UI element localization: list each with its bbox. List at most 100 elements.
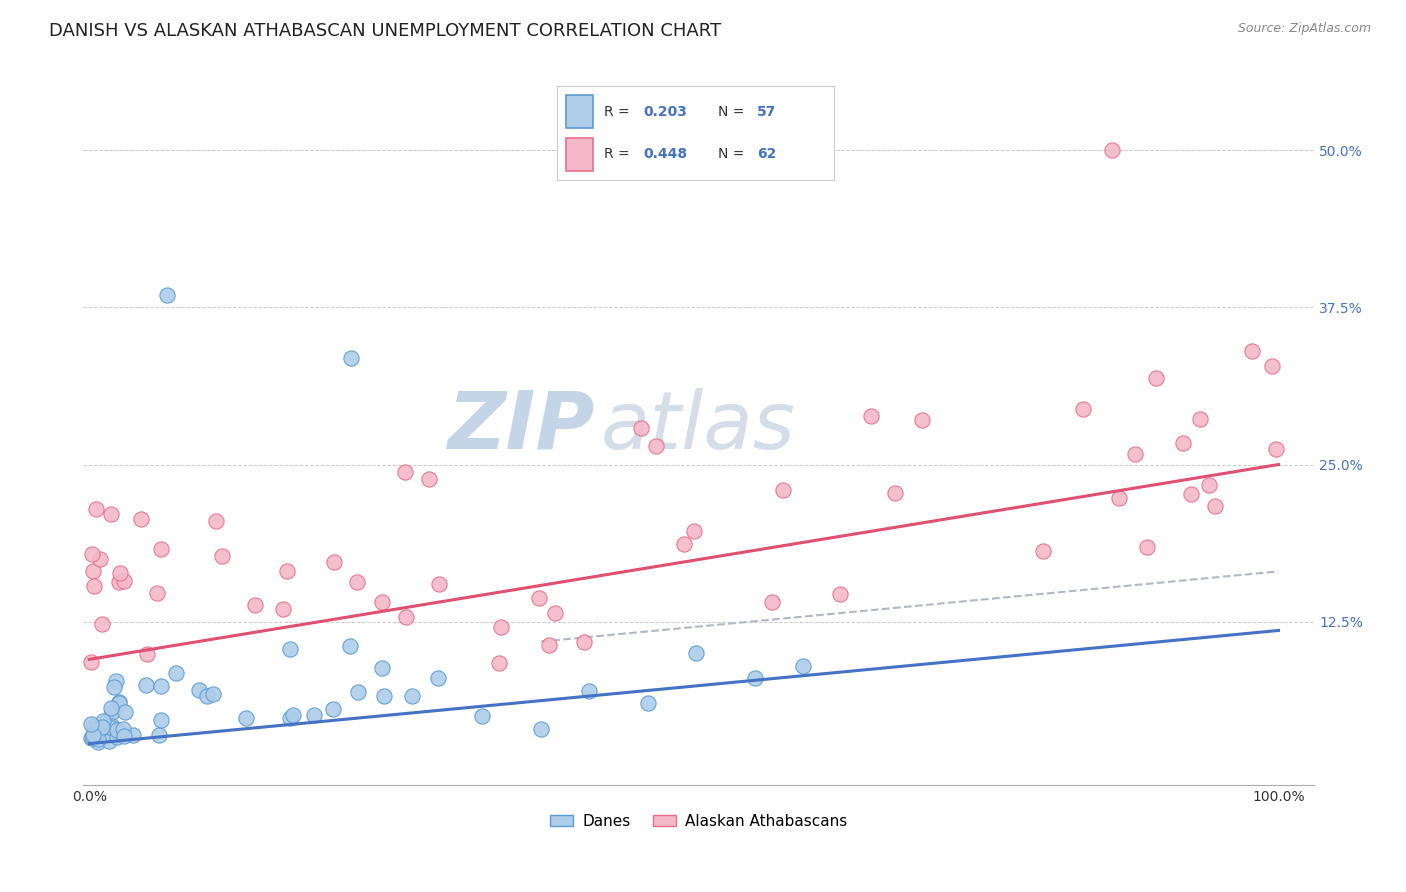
Point	[101, 721, 124, 735]
Point	[645, 438, 668, 452]
Point	[110, 566, 132, 580]
Point	[394, 465, 416, 479]
Point	[105, 674, 128, 689]
Point	[165, 666, 187, 681]
Point	[1180, 487, 1202, 501]
Point	[371, 660, 394, 674]
Point	[146, 586, 169, 600]
Point	[761, 594, 783, 608]
Point	[97, 733, 120, 747]
Point	[80, 730, 103, 744]
Point	[281, 707, 304, 722]
Point	[87, 732, 110, 747]
Point	[1144, 370, 1167, 384]
Point	[112, 574, 135, 589]
Point	[1123, 447, 1146, 461]
Point	[471, 709, 494, 723]
Point	[79, 731, 101, 745]
Point	[1264, 442, 1286, 456]
Point	[792, 658, 814, 673]
Point	[828, 587, 851, 601]
Point	[276, 564, 298, 578]
Point	[105, 730, 128, 744]
Point	[278, 711, 301, 725]
Point	[79, 717, 101, 731]
Point	[672, 537, 695, 551]
Point	[107, 574, 129, 589]
Point	[489, 620, 512, 634]
Point	[1071, 401, 1094, 416]
Point	[544, 607, 567, 621]
Point	[578, 143, 600, 157]
Point	[527, 591, 550, 605]
Point	[122, 728, 145, 742]
Point	[86, 722, 108, 736]
Point	[211, 549, 233, 564]
Point	[100, 701, 122, 715]
Point	[201, 687, 224, 701]
Point	[90, 720, 112, 734]
Point	[530, 722, 553, 736]
Point	[149, 679, 172, 693]
Point	[111, 723, 134, 737]
Point	[100, 508, 122, 522]
Text: ZIP: ZIP	[447, 388, 595, 466]
Point	[418, 472, 440, 486]
Point	[107, 723, 129, 738]
Point	[323, 555, 346, 569]
Text: atlas: atlas	[600, 388, 796, 466]
Point	[1204, 499, 1226, 513]
Point	[131, 511, 153, 525]
Legend: Danes, Alaskan Athabascans: Danes, Alaskan Athabascans	[544, 807, 853, 835]
Point	[859, 409, 882, 424]
Point	[243, 598, 266, 612]
Point	[578, 683, 600, 698]
Point	[630, 421, 652, 435]
Point	[149, 713, 172, 727]
Point	[136, 647, 159, 661]
Point	[339, 639, 361, 653]
Point	[112, 729, 135, 743]
Point	[89, 552, 111, 566]
Point	[488, 656, 510, 670]
Point	[235, 711, 257, 725]
Point	[572, 635, 595, 649]
Point	[135, 678, 157, 692]
Point	[772, 483, 794, 497]
Point	[1032, 544, 1054, 558]
Point	[278, 642, 301, 657]
Point	[83, 579, 105, 593]
Point	[108, 696, 131, 710]
Point	[1261, 359, 1284, 373]
Point	[682, 524, 704, 538]
Point	[1241, 343, 1264, 358]
Point	[82, 547, 104, 561]
Point	[1108, 491, 1130, 505]
Point	[1171, 435, 1194, 450]
Point	[1101, 143, 1123, 157]
Point	[148, 728, 170, 742]
Point	[103, 680, 125, 694]
Point	[114, 705, 136, 719]
Point	[86, 735, 108, 749]
Point	[1188, 411, 1211, 425]
Point	[108, 695, 131, 709]
Point	[82, 564, 104, 578]
Point	[204, 514, 226, 528]
Point	[84, 501, 107, 516]
Point	[346, 575, 368, 590]
Point	[884, 485, 907, 500]
Point	[304, 707, 326, 722]
Point	[322, 702, 344, 716]
Point	[82, 728, 104, 742]
Point	[685, 646, 707, 660]
Text: DANISH VS ALASKAN ATHABASCAN UNEMPLOYMENT CORRELATION CHART: DANISH VS ALASKAN ATHABASCAN UNEMPLOYMEN…	[49, 22, 721, 40]
Point	[271, 602, 294, 616]
Point	[346, 684, 368, 698]
Point	[373, 690, 395, 704]
Point	[101, 719, 124, 733]
Point	[195, 689, 218, 703]
Point	[150, 542, 173, 557]
Point	[426, 672, 449, 686]
Text: Source: ZipAtlas.com: Source: ZipAtlas.com	[1237, 22, 1371, 36]
